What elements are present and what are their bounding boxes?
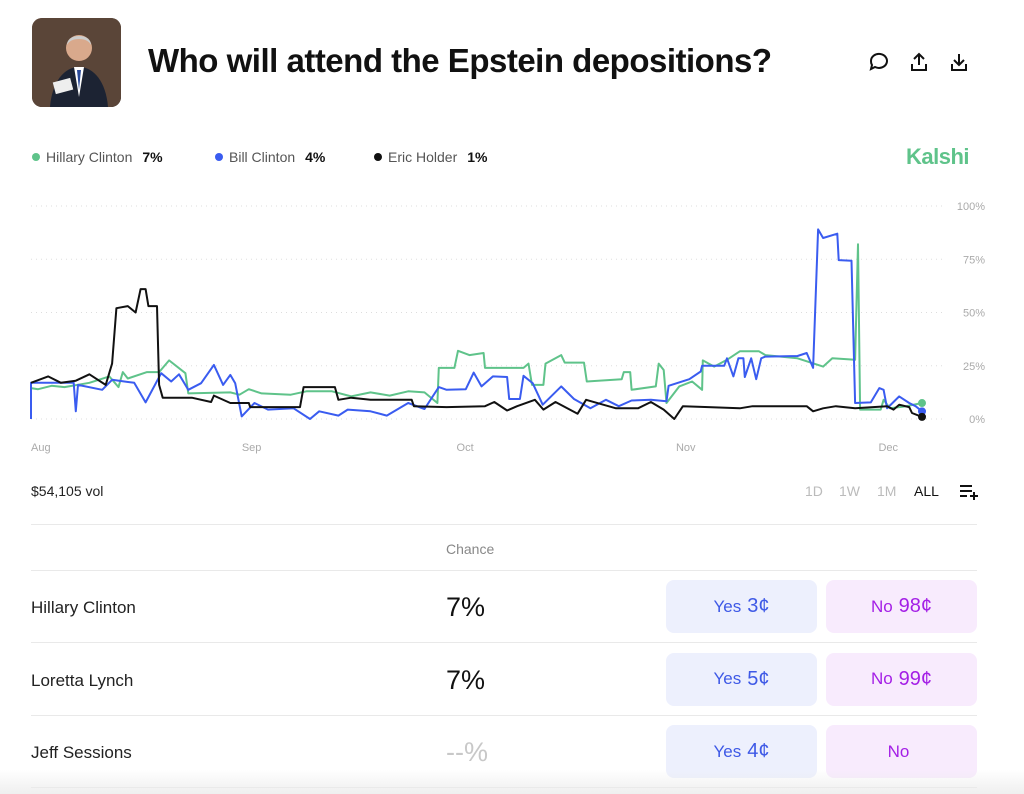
range-all[interactable]: ALL: [914, 483, 939, 499]
outcome-name: Hillary Clinton: [31, 598, 136, 617]
outcome-row[interactable]: Hillary Clinton 7% Yes 3¢ No 98¢: [0, 570, 1024, 643]
legend-label: Hillary Clinton: [46, 149, 133, 165]
series-end-dot: [918, 407, 926, 416]
x-tick-label: Aug: [31, 442, 51, 454]
y-tick-label: 0%: [969, 414, 985, 426]
comment-icon[interactable]: [867, 50, 891, 74]
chance-header: Chance: [446, 541, 495, 557]
download-icon[interactable]: [947, 50, 971, 74]
buy-yes-button[interactable]: Yes 5¢: [666, 652, 817, 706]
divider: [31, 524, 977, 525]
yes-price: 3¢: [747, 595, 770, 617]
series-end-dot: [918, 412, 926, 421]
legend-item-hillary[interactable]: Hillary Clinton 7%: [32, 149, 163, 165]
buy-no-button[interactable]: No 98¢: [826, 580, 977, 633]
yes-label: Yes: [713, 741, 742, 761]
x-tick-label: Sep: [242, 442, 262, 454]
series-line-eric-holder: [30, 288, 923, 420]
page-title: Who will attend the Epstein depositions?: [148, 42, 772, 79]
volume-label: $54,105 vol: [31, 483, 104, 499]
y-tick-label: 25%: [963, 361, 985, 373]
legend-value: 1%: [467, 149, 488, 165]
buy-no-button[interactable]: No 99¢: [826, 652, 977, 706]
divider: [31, 714, 977, 716]
yes-label: Yes: [713, 596, 742, 616]
outcome-row[interactable]: Jeff Sessions --% Yes 4¢ No: [0, 715, 1024, 788]
no-price: 98¢: [898, 595, 933, 617]
legend-item-holder[interactable]: Eric Holder 1%: [374, 149, 487, 165]
kalshi-logo: Kalshi: [906, 144, 970, 169]
price-chart[interactable]: 100% 75% 50% 25% 0% Aug Sep Oct Nov Dec: [0, 190, 1000, 465]
no-label: No: [887, 741, 910, 761]
series-line-bill-clinton: [30, 228, 923, 420]
divider: [31, 642, 977, 643]
no-label: No: [870, 669, 893, 688]
y-tick-label: 50%: [963, 308, 985, 320]
legend-dot: [32, 153, 40, 161]
buy-yes-button[interactable]: Yes 4¢: [666, 725, 817, 778]
range-1m[interactable]: 1M: [877, 483, 897, 499]
bottom-fade: [0, 770, 1024, 794]
legend-dot: [215, 153, 223, 161]
no-price: 99¢: [898, 667, 933, 690]
legend-label: Eric Holder: [388, 149, 458, 165]
add-to-list-icon[interactable]: [959, 484, 979, 505]
divider: [31, 570, 977, 571]
outcome-name: Loretta Lynch: [31, 670, 134, 690]
x-tick-label: Nov: [676, 442, 696, 454]
outcome-row[interactable]: Loretta Lynch 7% Yes 5¢ No 99¢: [0, 643, 1024, 716]
outcome-chance: 7%: [446, 592, 486, 622]
series-end-dot: [918, 399, 926, 408]
yes-price: 4¢: [747, 740, 770, 762]
outcome-chance: 7%: [446, 664, 486, 695]
x-tick-label: Oct: [457, 442, 474, 454]
y-tick-label: 100%: [957, 201, 985, 213]
legend-dot: [374, 153, 382, 161]
no-label: No: [870, 596, 893, 616]
y-tick-label: 75%: [963, 254, 985, 266]
range-1w[interactable]: 1W: [839, 483, 860, 499]
yes-price: 5¢: [747, 667, 770, 690]
series-line-hillary-clinton: [30, 243, 923, 411]
range-1d[interactable]: 1D: [805, 483, 823, 499]
outcome-chance: --%: [446, 737, 488, 767]
x-tick-label: Dec: [878, 442, 898, 454]
legend-label: Bill Clinton: [229, 149, 296, 165]
legend-value: 7%: [142, 149, 163, 165]
yes-label: Yes: [713, 669, 742, 688]
share-icon[interactable]: [907, 50, 931, 74]
buy-no-button[interactable]: No: [826, 725, 977, 778]
market-image: [32, 18, 121, 107]
legend-value: 4%: [305, 149, 326, 165]
buy-yes-button[interactable]: Yes 3¢: [666, 580, 817, 633]
outcome-name: Jeff Sessions: [31, 743, 132, 762]
legend-item-bill[interactable]: Bill Clinton 4%: [215, 149, 325, 165]
